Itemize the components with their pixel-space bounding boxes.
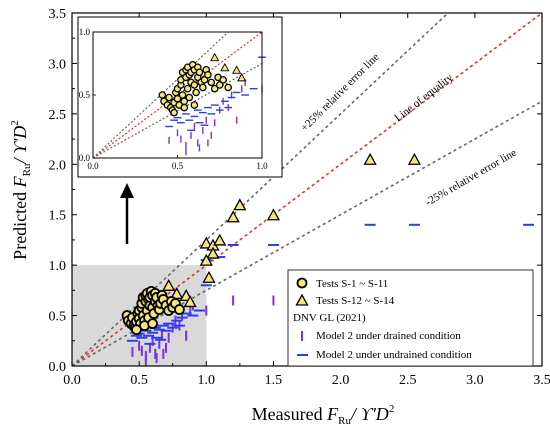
main-triangle-point-3 [183,295,197,308]
inset-circle-point-41 [224,83,232,92]
legend-circle-marker [296,277,308,289]
x-axis-title-sub: Ru [338,415,351,427]
main-triangle-point-0 [162,278,176,291]
main-triangle-point-11 [233,198,247,211]
legend-triangles-label: Tests S-12 ~ S-14 [316,295,395,307]
inset-circle-point-0 [158,91,167,99]
y-tick-label-2: 1.0 [49,259,67,274]
x-tick-label-2: 1.0 [198,373,216,388]
y-axis-title-sup: 2 [9,120,21,126]
inset-circle-point-14 [178,91,187,99]
legend: Tests S-1 ~ S-11 Tests S-12 ~ S-14 DNV G… [287,269,534,367]
x-axis-title: Measured FRu/ ϒ'D2 [252,403,395,427]
y-tick-label-6: 3.0 [49,57,67,72]
main-triangle-point-4 [199,236,213,249]
inset-circle-point-3 [165,93,173,102]
annotation-equality: Line of equality [392,71,455,124]
inset-x-tick-label-0: 0.0 [87,161,99,171]
y-tick-label-3: 1.5 [49,209,67,224]
x-tick-label-6: 3.0 [466,373,484,388]
main-triangle-point-14 [407,152,422,165]
y-axis-title-sub: Ru [21,163,33,176]
inset-circle-point-37 [210,84,219,93]
inset-x-tick-label-2: 1.0 [256,161,268,171]
x-axis-title-prefix: Measured [252,404,327,424]
main-triangle-point-8 [199,253,213,266]
axis-ticks: 0.0 0.5 1.0 1.5 2.0 2.5 3.0 3.5 0.0 0.5 1.0 1.5 2.0 2… [49,7,550,388]
x-tick-label-4: 2.0 [332,373,350,388]
legend-drained-label: Model 2 under drained condition [316,330,461,342]
inset-ticks: 0.0 0.5 1.0 0.0 0.5 1.0 [79,27,268,171]
main-circle-point-41 [174,304,185,315]
x-axis-title-var: F [326,404,339,424]
inset-circle-point-30 [195,68,204,77]
annotation-plus25: +25% relative error line [299,51,382,134]
y-axis-title: Predicted FRu/ ϒ'D2 [9,120,33,260]
x-axis-title-sup: 2 [389,403,395,415]
inset-triangle-point-3 [237,72,247,82]
annotation-minus25: -25% relative error line [424,147,519,209]
inset-circle-point-21 [185,93,194,102]
main-triangle-point-10 [226,210,240,223]
inset-circle-point-32 [199,83,207,92]
main-triangle-point-12 [266,208,281,221]
y-axis-title-prefix: Predicted [10,187,30,259]
inset-chart: 0.0 0.5 1.0 0.0 0.5 1.0 [77,16,283,178]
inset-circle-point-42 [170,108,178,117]
inset-circle-point-19 [183,84,192,93]
inset-triangle-point-2 [232,65,242,74]
y-tick-label-1: 0.5 [49,310,67,325]
x-tick-label-0: 0.0 [63,373,81,388]
inset-circle-point-26 [190,81,199,89]
inset-data-series [158,52,266,156]
main-triangle-point-9 [202,270,216,283]
x-tick-label-3: 1.5 [265,373,283,388]
inset-triangle-point-0 [210,52,220,62]
y-tick-label-7: 3.5 [49,7,67,22]
y-axis-title-var: F [10,175,30,188]
x-axis-title-suffix: / ϒ'D [350,404,389,424]
inset-circle-point-44 [190,101,199,109]
inset-circle-point-43 [180,103,189,112]
inset-x-tick-label-1: 0.5 [172,161,184,171]
reference-line-1 [71,12,449,367]
inset-circle-point-39 [215,81,224,89]
inset-reference-line-2 [92,62,263,159]
inset-y-tick-label-1: 0.5 [79,90,91,100]
y-tick-label-4: 2.0 [49,158,67,173]
inset-y-tick-label-2: 1.0 [79,27,91,37]
inset-circle-point-33 [200,76,209,84]
y-tick-label-5: 2.5 [49,108,67,123]
x-tick-label-1: 0.5 [130,373,148,388]
inset-circle-point-35 [204,71,212,79]
legend-circles-label: Tests S-1 ~ S-11 [316,278,388,290]
inset-y-tick-label-0: 0.0 [79,153,91,163]
up-arrow-icon [120,183,134,244]
inset-circle-point-36 [207,78,216,87]
data-series [121,152,535,366]
legend-undrained-label: Model 2 under undrained condition [316,349,472,361]
legend-triangle-marker [295,293,309,306]
main-triangle-point-13 [363,152,377,165]
y-axis-title-suffix: / ϒ'D [10,126,30,165]
inset-circle-point-40 [219,76,227,84]
main-triangle-point-6 [213,233,227,246]
x-tick-label-7: 3.5 [533,373,550,388]
legend-group-title: DNV GL (2021) [293,312,366,324]
x-tick-label-5: 2.5 [399,373,417,388]
main-triangle-point-7 [206,246,220,259]
inset-triangle-point-1 [220,62,230,72]
inset-circle-point-27 [192,88,200,97]
y-tick-label-0: 0.0 [49,360,67,375]
main-circle-point-44 [147,318,158,330]
